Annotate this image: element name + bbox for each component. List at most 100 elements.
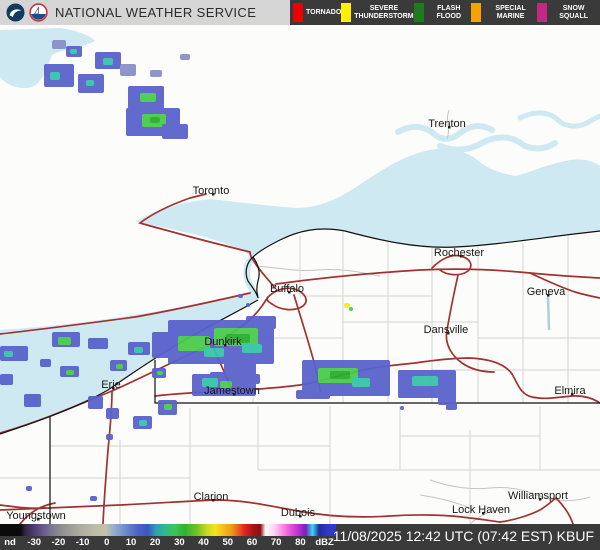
warning-label: SEVERE THUNDERSTORM	[354, 4, 414, 20]
city-dot	[112, 387, 115, 390]
warning-swatch	[537, 3, 548, 22]
dbz-tick: -30	[27, 537, 42, 548]
rivers-layer	[255, 109, 591, 525]
radar-cell	[0, 346, 28, 361]
warning-label: SPECIAL MARINE	[495, 4, 526, 20]
dbz-tick: 20	[149, 537, 161, 548]
radar-cell	[26, 486, 32, 491]
noaa-logo-icon	[6, 3, 25, 22]
radar-cell	[224, 360, 256, 377]
city-label: Elmira	[554, 385, 586, 397]
warning-item: SNOW SQUALL	[537, 3, 597, 22]
radar-cell	[238, 294, 243, 298]
warning-swatch	[341, 3, 352, 22]
road-i86	[154, 357, 600, 404]
warning-item: SEVERE THUNDERSTORM	[341, 3, 414, 22]
radar-cell	[202, 378, 218, 387]
radar-cell	[204, 348, 224, 357]
road-geneva	[529, 272, 600, 299]
dbz-tick: -10	[75, 537, 90, 548]
city-dot	[460, 255, 463, 258]
city-label: Dansville	[424, 324, 469, 336]
radar-cell	[4, 351, 13, 357]
radar-cell	[349, 307, 353, 311]
dbz-tick: dBZ	[315, 537, 334, 548]
warning-swatch	[413, 3, 424, 22]
scale-bar: nd -30 -20 -10 0 10 20 30 40 50 60 70 80 dBZ 11/08/20…	[0, 524, 600, 550]
river	[255, 265, 381, 277]
radar-cell	[330, 371, 350, 379]
map-container: Trenton Toronto Rochester Buffalo Geneva Dans…	[0, 25, 600, 525]
agency-title: NATIONAL WEATHER SERVICE	[55, 5, 257, 20]
cities-layer: Trenton Toronto Rochester Buffalo Geneva Dans…	[6, 118, 586, 522]
road-thruway	[275, 268, 600, 285]
city-dot	[448, 126, 451, 129]
nws-logo-icon	[29, 3, 48, 22]
bay-of-quinte-2	[437, 134, 558, 153]
city-dot	[571, 393, 574, 396]
radar-cell	[150, 117, 160, 123]
warning-item: SPECIAL MARINE	[470, 3, 537, 22]
radar-cell	[66, 370, 74, 375]
dbz-tick: 80	[295, 537, 306, 548]
shore-ontario-south	[252, 228, 600, 258]
radar-layer	[0, 40, 457, 501]
river	[469, 508, 506, 525]
radar-cell	[178, 336, 210, 351]
radar-cell	[52, 40, 66, 49]
road-i390	[445, 274, 495, 373]
city-dot	[37, 518, 40, 521]
radar-cell	[220, 381, 232, 388]
road-buffalo-ring	[266, 287, 307, 311]
timestamp: 11/08/2025 12:42 UTC (07:42 EST) KBUF	[332, 528, 594, 544]
radar-cell	[139, 420, 147, 426]
city-dot	[482, 512, 485, 515]
radar-cell	[180, 54, 190, 60]
radar-cell	[70, 49, 77, 54]
warning-swatch	[470, 3, 481, 22]
city-dot	[547, 294, 550, 297]
city-label: Erie	[101, 379, 121, 391]
warning-item: FLASH FLOOD	[413, 3, 471, 22]
radar-cell	[116, 364, 123, 369]
road-i80	[0, 499, 501, 523]
header-bar: NATIONAL WEATHER SERVICE TORNADO SEVERE T…	[0, 0, 600, 25]
radar-cell	[50, 72, 60, 80]
radar-cell	[296, 390, 330, 399]
radar-cell	[226, 334, 250, 343]
header-branding: NATIONAL WEATHER SERVICE	[0, 0, 290, 25]
city-dot	[447, 332, 450, 335]
road-youngstown	[0, 502, 56, 525]
radar-cell	[150, 70, 162, 77]
radar-cell	[152, 332, 174, 358]
dbz-tick: 40	[198, 537, 209, 548]
city-label: Dubois	[281, 507, 316, 519]
dbz-tick: 50	[222, 537, 234, 548]
grand-island	[250, 266, 256, 282]
bay-ne	[517, 110, 600, 129]
road-i190	[249, 251, 275, 288]
radar-cell	[90, 496, 97, 501]
city-label: Dunkirk	[204, 336, 242, 348]
warning-legend: TORNADO SEVERE THUNDERSTORM FLASH FLOOD SPE…	[290, 0, 600, 25]
warning-swatch	[293, 3, 303, 22]
radar-cell	[246, 316, 276, 329]
dbz-tick: nd	[4, 537, 16, 548]
radar-cell	[446, 402, 457, 410]
road-qew	[138, 193, 251, 253]
radar-cell	[88, 338, 108, 349]
dbz-tick: 70	[270, 537, 282, 548]
map-canvas[interactable]: Trenton Toronto Rochester Buffalo Geneva Dans…	[0, 25, 600, 525]
radar-cell	[24, 394, 41, 407]
river	[419, 494, 471, 509]
radar-cell	[400, 406, 404, 410]
radar-cell	[106, 434, 113, 440]
city-dot	[288, 291, 291, 294]
city-label: Geneva	[527, 286, 566, 298]
radar-cell	[120, 64, 136, 76]
city-label: Lock Haven	[452, 504, 510, 516]
radar-cell	[157, 371, 163, 375]
road-williamsport	[499, 497, 574, 525]
radar-cell	[140, 93, 156, 102]
